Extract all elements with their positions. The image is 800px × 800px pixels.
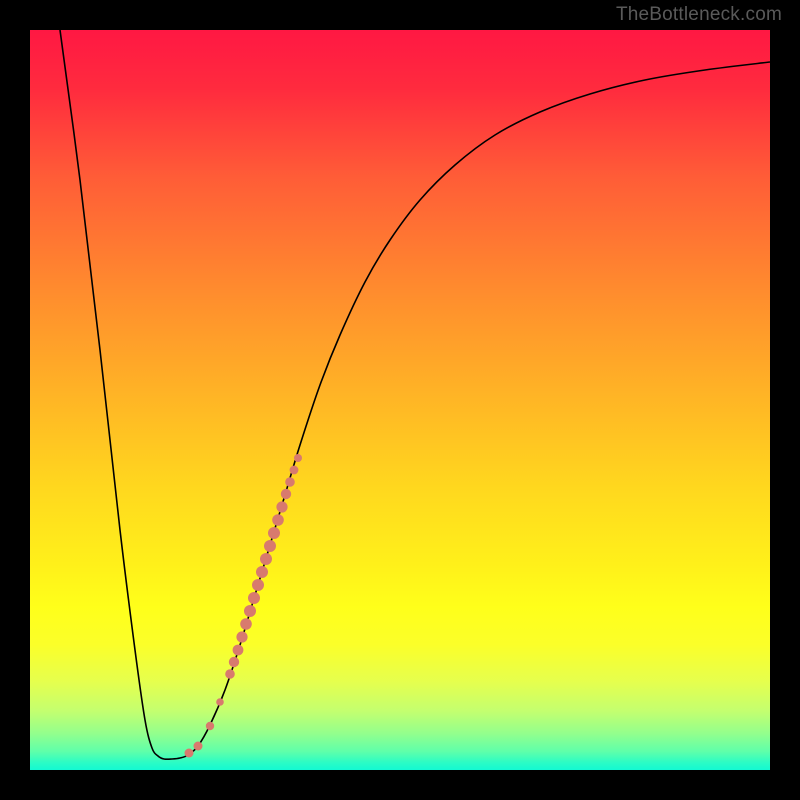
data-marker <box>294 454 302 462</box>
data-marker <box>252 579 264 591</box>
data-marker <box>229 657 239 667</box>
data-marker <box>260 553 272 565</box>
data-marker <box>244 605 256 617</box>
data-marker <box>185 749 194 758</box>
bottleneck-curve <box>60 30 770 759</box>
watermark-text: TheBottleneck.com <box>616 4 782 26</box>
chart-curve-layer <box>30 30 770 770</box>
data-marker <box>290 466 299 475</box>
data-marker <box>240 618 252 630</box>
data-marker <box>206 722 214 730</box>
data-marker <box>248 592 260 604</box>
data-marker <box>233 645 244 656</box>
data-marker <box>281 489 291 499</box>
data-marker <box>285 477 295 487</box>
data-marker <box>194 742 203 751</box>
data-marker <box>264 540 276 552</box>
data-marker <box>216 698 224 706</box>
data-marker <box>225 669 235 679</box>
data-marker <box>276 501 287 512</box>
data-marker <box>268 527 280 539</box>
chart-plot-area <box>30 30 770 770</box>
data-marker <box>272 514 284 526</box>
data-marker <box>236 631 247 642</box>
data-marker <box>256 566 268 578</box>
